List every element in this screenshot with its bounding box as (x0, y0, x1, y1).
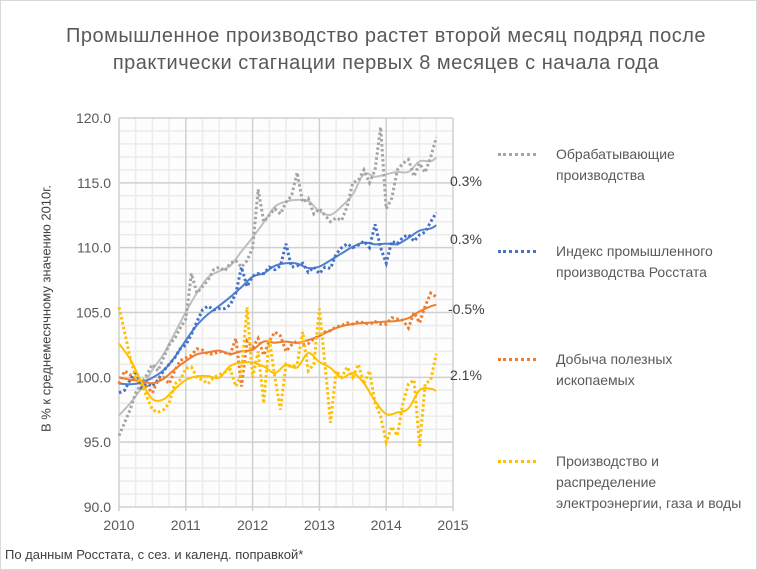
change-label: 0.3% (450, 231, 482, 247)
change-label: 2.1% (450, 367, 482, 383)
legend-label: Производство и распределение электроэнер… (556, 453, 742, 511)
x-tick-label: 2010 (103, 517, 134, 533)
x-tick-label: 2012 (237, 517, 268, 533)
legend-marker (498, 460, 536, 463)
change-label: -0.5% (448, 301, 485, 317)
y-tick-label: 105.0 (76, 305, 111, 321)
x-tick-label: 2014 (371, 517, 402, 533)
y-tick-label: 100.0 (76, 369, 111, 385)
legend-label: Добыча полезных ископаемых (556, 351, 673, 388)
series-line-2 (117, 290, 438, 396)
trend-line-3 (118, 343, 437, 416)
x-tick-label: 2011 (171, 517, 201, 533)
series-line-1 (118, 211, 438, 395)
trend-line-2 (118, 303, 437, 385)
y-tick-label: 110.0 (77, 240, 111, 256)
series-line-0 (117, 126, 438, 437)
chart-title: Промышленное производство растет второй … (65, 25, 707, 74)
x-tick-label: 2013 (304, 517, 335, 533)
legend-marker (498, 153, 536, 156)
source-note: По данным Росстата, с сез. и календ. поп… (5, 547, 304, 562)
legend-label: Обрабатывающие производства (556, 146, 675, 183)
x-tick-label: 2015 (437, 517, 468, 533)
y-tick-label: 120.0 (76, 110, 111, 126)
legend-label: Индекс промышленного производства Росста… (556, 243, 713, 280)
legend-marker (498, 250, 536, 253)
y-tick-label: 90.0 (84, 499, 111, 515)
trend-line-0 (118, 156, 437, 416)
y-tick-label: 95.0 (84, 434, 111, 450)
change-label: 0.3% (450, 173, 482, 189)
trend-line-1 (118, 224, 437, 386)
legend-marker (498, 358, 536, 361)
y-tick-label: 115.0 (77, 175, 111, 191)
